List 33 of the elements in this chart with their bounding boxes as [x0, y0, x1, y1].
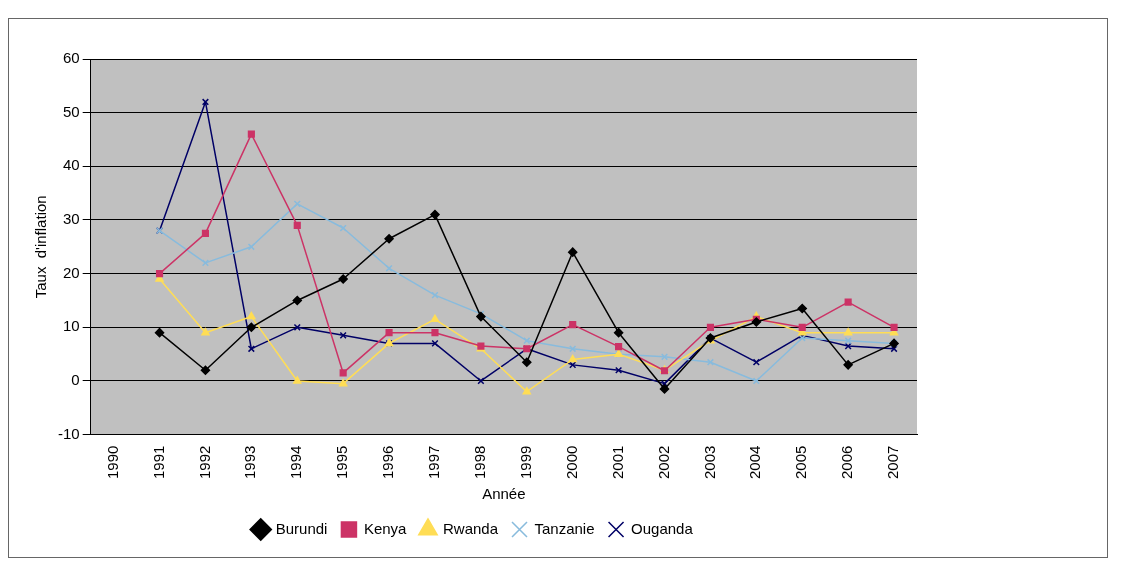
y-tick-label: 0	[71, 371, 80, 389]
legend-label: Kenya	[363, 519, 408, 537]
x-tick-label: 1992	[195, 445, 213, 480]
x-tick-label: 2002	[654, 445, 672, 480]
legend-label: Ouganda	[631, 519, 694, 537]
y-tick-label: 30	[62, 210, 80, 228]
x-tick-label: 1994	[287, 445, 305, 480]
x-tick-label: 1991	[149, 445, 167, 480]
y-tick-label: -10	[57, 424, 80, 442]
x-tick-label: 1998	[471, 445, 489, 480]
x-axis-title: Année	[482, 485, 526, 503]
x-tick-label: 1999	[516, 445, 534, 480]
y-axis-title: Taux d'inflation	[32, 195, 50, 299]
x-tick-label: 2000	[562, 445, 580, 480]
x-tick-label: 1993	[241, 445, 259, 480]
y-tick-label: 20	[62, 263, 80, 281]
x-tick-label: 2007	[884, 445, 902, 480]
y-tick-label: 10	[62, 317, 80, 335]
legend-label: Rwanda	[442, 519, 499, 537]
x-tick-label: 1996	[379, 445, 397, 480]
x-tick-label: 2004	[746, 445, 764, 480]
x-tick-label: 1995	[333, 445, 351, 480]
x-tick-label: 2001	[608, 445, 626, 480]
x-tick-label: 2005	[792, 445, 810, 480]
x-tick-label: 2003	[700, 445, 718, 480]
y-tick-label: 50	[62, 102, 80, 120]
y-tick-label: 60	[62, 49, 80, 67]
legend-label: Tanzanie	[534, 519, 595, 537]
x-tick-label: 2006	[838, 445, 856, 480]
legend-label: Burundi	[275, 519, 328, 537]
x-tick-label: 1990	[103, 445, 121, 480]
x-tick-label: 1997	[425, 445, 443, 480]
y-tick-label: 40	[62, 156, 80, 174]
